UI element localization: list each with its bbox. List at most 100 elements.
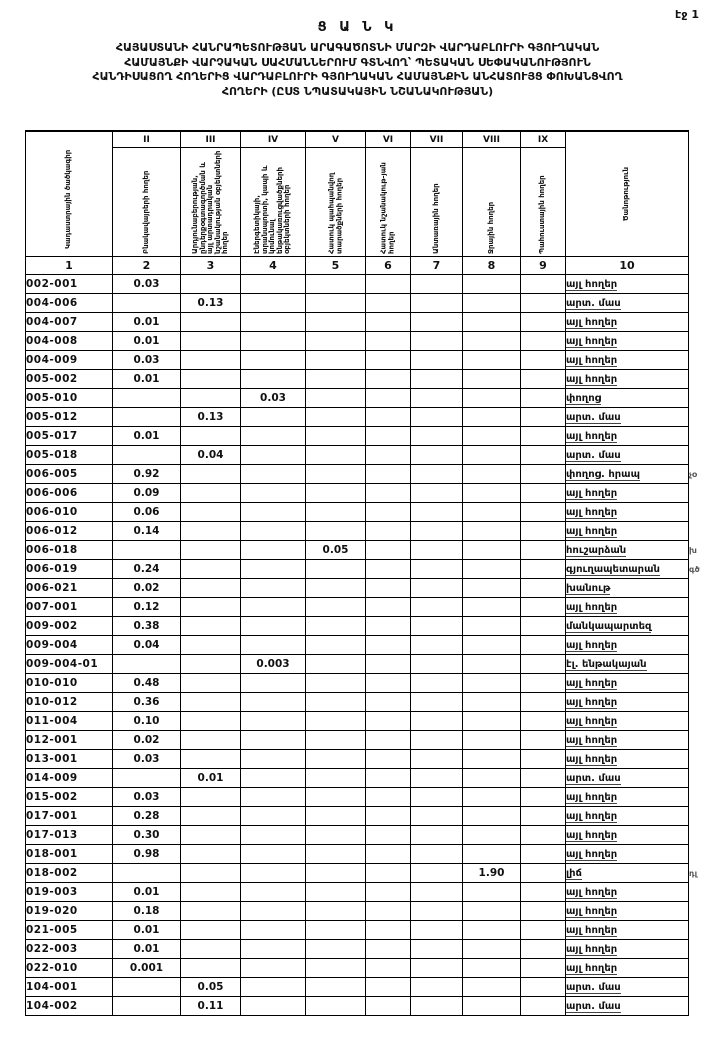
cell-area-value [462,844,521,864]
document-title-block: Ց Ա Ն Կ ՀԱՅԱՍՏԱՆԻ ՀԱՆՐԱՊԵՏՈՒԹՅԱՆ ԱՐԱԳԱԾՈ… [10,20,705,99]
cell-area-value [240,844,306,864]
cell-area-value [180,692,241,712]
cell-area-value [240,882,306,902]
cell-area-value: 0.02 [112,730,181,750]
column-label: Ծանոթություն [622,166,631,222]
cell-area-value [365,407,411,427]
cell-area-value [365,806,411,826]
cell-area-value [520,369,566,389]
cell-area-value [462,901,521,921]
cell-area-value [365,540,411,560]
cell-area-value [180,673,241,693]
table-row: 006-005 0.92 փողոց. հրապ չօ [25,464,715,484]
cell-area-value [410,635,463,655]
cell-area-value [365,749,411,769]
cell-area-value: 0.11 [180,996,241,1016]
cell-cadastral-code: 006-005 [25,464,113,484]
cell-area-value [520,312,566,332]
header-numeral-row: Կադաստրային ծածկագիր II III IV V VI VII … [25,130,715,257]
column-label: Բնակավայրերի հողեր [141,170,150,254]
cell-area-value [365,882,411,902]
column-index: 8 [462,256,521,275]
cell-area-value [112,540,181,560]
note-text: այլ հողեր [566,791,618,804]
handwritten-margin-mark [689,408,715,427]
table-row: 006-006 0.09 այլ հողեր [25,483,715,503]
cell-area-value [305,445,366,465]
cell-note: հուշարձան [565,540,689,560]
note-text: արտ. մաս [566,297,621,310]
cell-cadastral-code: 104-001 [25,977,113,997]
cell-area-value [462,730,521,750]
cell-area-value [462,977,521,997]
table-row: 022-003 0.01 այլ հողեր [25,939,715,959]
cell-area-value [462,616,521,636]
cell-note: այլ հողեր [565,597,689,617]
cell-area-value [520,844,566,864]
title-line: ՀԱՆԴԻՍԱՑՈՂ ՀՈՂԵՐԻՑ ՎԱՐԴԱԲԼՈՒՐԻ ԳՅՈՒՂԱԿԱՆ… [92,70,623,83]
cell-area-value [520,711,566,731]
note-text: այլ հողեր [566,696,618,709]
handwritten-margin-mark [689,503,715,522]
document-heading: Ց Ա Ն Կ [317,20,398,35]
cell-area-value [365,388,411,408]
cell-area-value [240,559,306,579]
cell-cadastral-code: 004-008 [25,331,113,351]
cell-area-value [410,578,463,598]
cell-area-value [365,483,411,503]
cell-area-value [520,407,566,427]
handwritten-margin-mark [689,655,715,674]
cell-area-value [240,787,306,807]
cell-area-value [180,654,241,674]
land-transfer-table: Կադաստրային ծածկագիր II III IV V VI VII … [25,130,715,1016]
handwritten-margin-mark [689,370,715,389]
cell-area-value [520,388,566,408]
cell-note: այլ հողեր [565,369,689,389]
cell-area-value [462,293,521,313]
note-text: այլ հողեր [566,753,618,766]
cell-area-value: 0.03 [112,787,181,807]
note-text: այլ հողեր [566,316,618,329]
cell-area-value [305,768,366,788]
note-text: լիճ [566,867,582,880]
note-text: արտ. մաս [566,1000,621,1013]
cell-cadastral-code: 015-002 [25,787,113,807]
note-text: այլ հողեր [566,810,618,823]
cell-cadastral-code: 104-002 [25,996,113,1016]
cell-cadastral-code: 004-009 [25,350,113,370]
cell-area-value [112,654,181,674]
cell-area-value: 0.36 [112,692,181,712]
table-row: 015-002 0.03 այլ հողեր [25,787,715,807]
cell-area-value [305,369,366,389]
cell-area-value [410,825,463,845]
cell-area-value [520,806,566,826]
cell-area-value [365,825,411,845]
note-text: այլ հողեր [566,506,618,519]
margin-spacer [689,131,715,275]
cell-area-value [305,331,366,351]
table-row: 005-010 0.03 փողոց [25,388,715,408]
table-row: 004-006 0.13 արտ. մաս [25,293,715,313]
cell-area-value [305,939,366,959]
handwritten-margin-mark [689,579,715,598]
cell-area-value [520,825,566,845]
column-header-protected-lands: Հատուկ պահպանվող տարածքների հողեր [305,147,366,257]
cell-area-value [462,939,521,959]
note-text: այլ հողեր [566,639,618,652]
cell-area-value [462,559,521,579]
cell-area-value [180,274,241,294]
table-row: 013-001 0.03 այլ հողեր [25,749,715,769]
note-text: արտ. մաս [566,981,621,994]
cell-cadastral-code: 019-020 [25,901,113,921]
note-text: արտ. մաս [566,449,621,462]
note-text: գյուղապետարան [566,563,660,576]
cell-area-value [462,388,521,408]
cell-cadastral-code: 006-006 [25,483,113,503]
cell-note: գյուղապետարան [565,559,689,579]
cell-area-value: 0.09 [112,483,181,503]
cell-area-value [410,901,463,921]
cell-area-value [240,673,306,693]
table-row: 104-002 0.11 արտ. մաս [25,996,715,1016]
cell-cadastral-code: 005-017 [25,426,113,446]
